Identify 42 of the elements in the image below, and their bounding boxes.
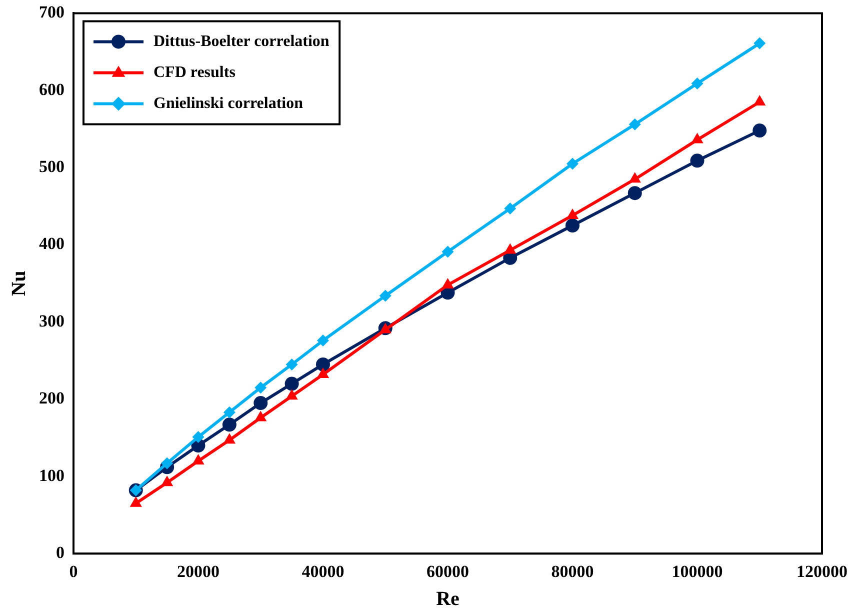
legend-label: CFD results — [154, 64, 236, 81]
x-tick-label: 0 — [69, 562, 78, 582]
point — [284, 376, 299, 391]
point — [628, 118, 641, 130]
y-tick-label: 300 — [39, 311, 64, 330]
point — [316, 357, 330, 372]
point — [752, 124, 767, 138]
point — [504, 202, 516, 215]
x-tick-label: 80000 — [551, 562, 594, 582]
y-tick-label: 400 — [39, 234, 64, 254]
point — [379, 290, 392, 302]
legend-label: Gnielinski correlation — [154, 94, 304, 112]
point — [317, 334, 329, 347]
x-tick-label: 40000 — [302, 562, 344, 582]
point — [442, 246, 454, 258]
point — [192, 431, 204, 444]
x-axis-title: Re — [436, 588, 460, 610]
point — [161, 457, 174, 470]
y-tick-label: 700 — [39, 2, 64, 22]
y-axis-title: Nu — [8, 270, 30, 296]
x-tick-label: 20000 — [177, 562, 220, 582]
y-tick-label: 500 — [39, 156, 64, 176]
x-tick-label: 100000 — [672, 562, 723, 582]
point — [223, 406, 236, 418]
point — [754, 37, 766, 50]
y-tick-label: 0 — [56, 542, 64, 562]
point — [690, 154, 704, 168]
point — [222, 418, 236, 432]
point — [628, 186, 642, 200]
point — [161, 476, 174, 486]
y-tick-label: 100 — [39, 466, 64, 485]
y-tick-label: 200 — [39, 388, 64, 408]
point — [566, 158, 578, 170]
legend-label: Dittus-Boelter correlation — [154, 32, 330, 50]
x-tick-label: 60000 — [426, 562, 469, 582]
point — [566, 218, 580, 232]
point — [254, 382, 267, 394]
point — [254, 396, 268, 410]
point — [691, 77, 704, 90]
point — [286, 358, 298, 370]
x-tick-label: 120000 — [796, 562, 848, 582]
y-tick-label: 600 — [39, 80, 64, 99]
